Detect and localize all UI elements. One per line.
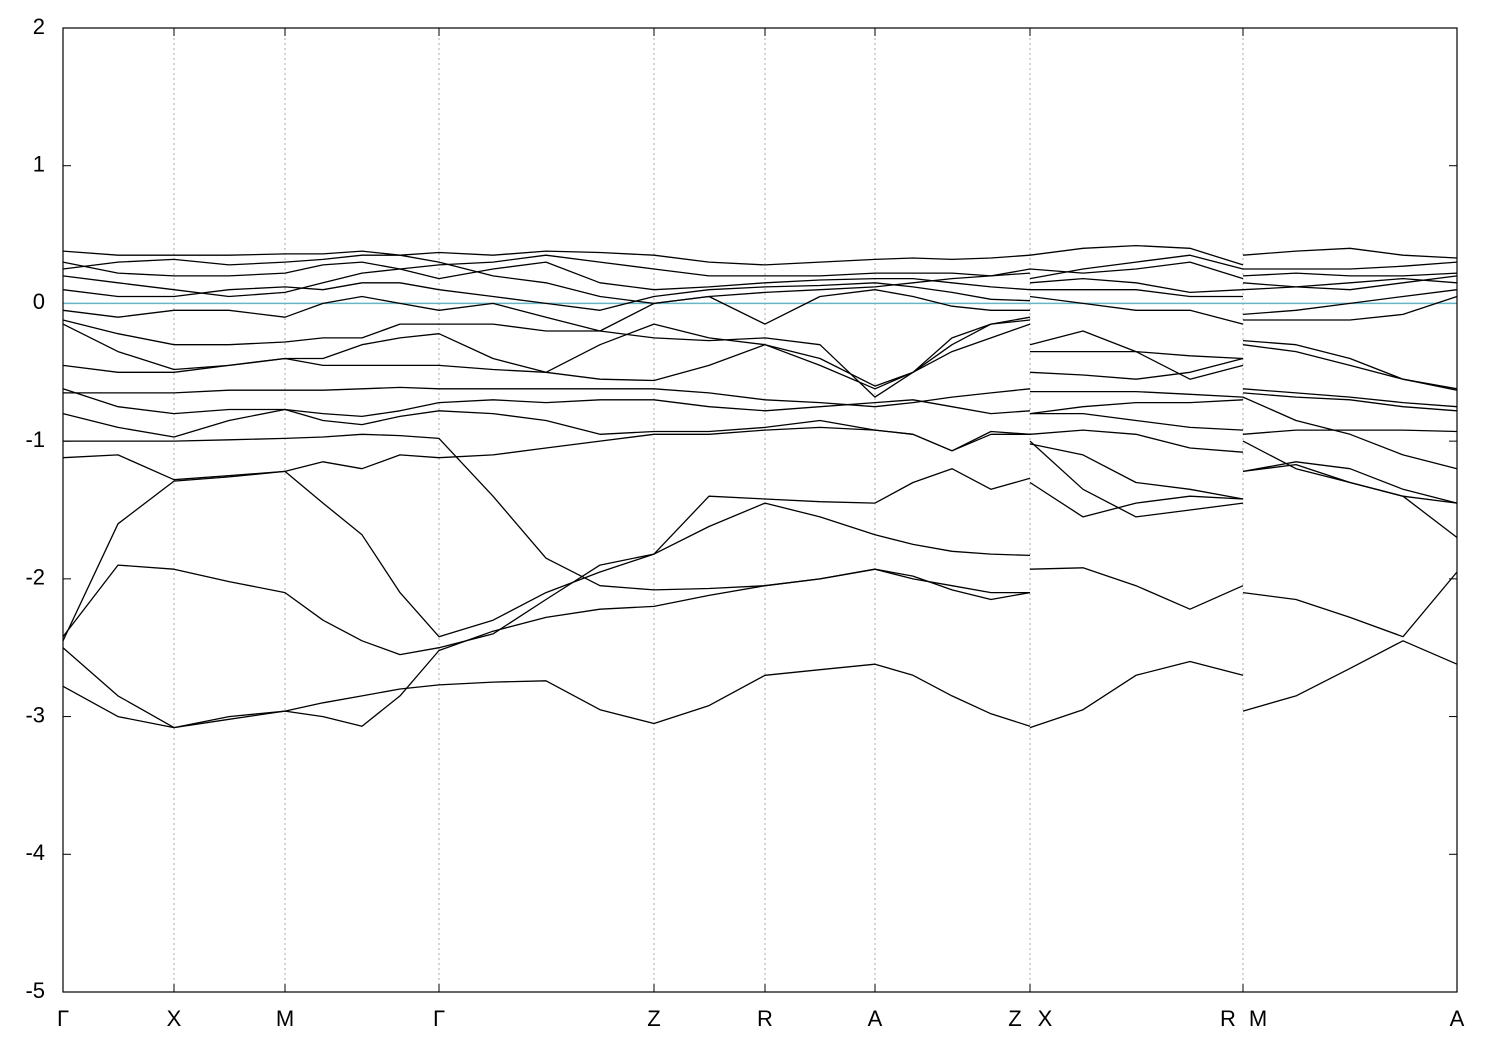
x-tick-label: A <box>868 1006 883 1031</box>
y-tick-label: 0 <box>33 289 45 314</box>
band-line <box>62 567 1458 729</box>
y-tick-label: 1 <box>33 152 45 177</box>
y-tick-label: -1 <box>25 427 45 452</box>
band-line <box>62 244 1458 266</box>
y-tick-label: -3 <box>25 702 45 727</box>
band-line <box>62 440 1458 642</box>
x-tick-label: Z <box>647 1006 660 1031</box>
y-tick-label: 2 <box>33 14 45 39</box>
x-tick-label: Z <box>1008 1006 1021 1031</box>
band-line <box>62 396 1458 470</box>
x-tick-label: X <box>167 1006 182 1031</box>
band-line <box>62 289 1458 332</box>
band-line <box>62 254 1458 305</box>
x-tick-label: R <box>757 1006 773 1031</box>
x-tick-label: X <box>1038 1006 1053 1031</box>
x-tick-label: Γ <box>433 1006 445 1031</box>
x-tick-label: A <box>1450 1006 1465 1031</box>
band-line <box>63 429 1458 594</box>
y-tick-label: -2 <box>25 565 45 590</box>
y-tick-label: -4 <box>25 840 45 865</box>
x-tick-label: M <box>1249 1006 1267 1031</box>
x-tick-label: Γ <box>57 1006 69 1031</box>
band-line <box>62 319 1458 398</box>
band-line <box>62 640 1458 729</box>
x-tick-label: R <box>1220 1006 1236 1031</box>
band-line <box>62 388 1458 418</box>
x-tick-label: M <box>276 1006 294 1031</box>
band-line <box>63 386 1458 408</box>
y-tick-label: -5 <box>25 978 45 1003</box>
band-line <box>62 261 1458 298</box>
plot-frame <box>62 27 1458 993</box>
